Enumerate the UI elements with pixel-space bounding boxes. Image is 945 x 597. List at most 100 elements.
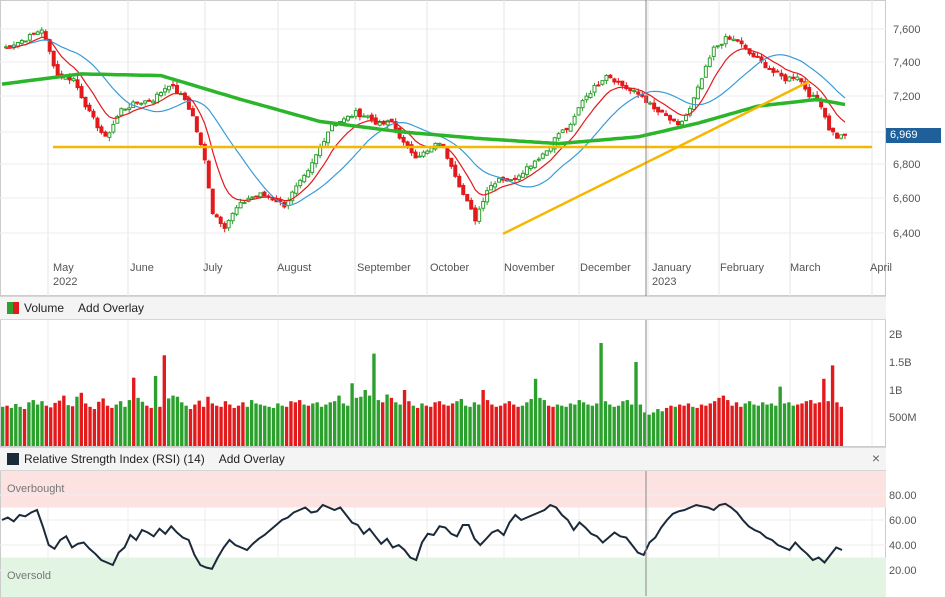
candle-body (310, 162, 315, 173)
month-label: June (130, 262, 154, 274)
candle-body (584, 95, 589, 101)
candle-body (592, 85, 597, 93)
candle-body (39, 29, 44, 34)
candle-body (326, 131, 331, 144)
volume-legend-swatch (7, 302, 19, 314)
volume-bar (490, 404, 494, 446)
volume-bar (520, 405, 525, 446)
candle-body (453, 164, 458, 177)
volume-bar (105, 405, 110, 446)
candle-body (445, 148, 450, 159)
volume-bar (778, 386, 782, 446)
candle-body (843, 133, 847, 136)
volume-bar (97, 401, 101, 446)
year-label: 2022 (53, 276, 77, 288)
volume-tick-label: 500M (889, 412, 917, 424)
volume-bar (468, 406, 472, 446)
volume-bar (354, 397, 359, 446)
candle-body (389, 118, 394, 122)
volume-bar (324, 404, 328, 446)
candle-body (262, 191, 267, 197)
candle-body (544, 150, 549, 156)
volume-bar (114, 404, 118, 446)
volume-bar (1, 406, 5, 446)
candle-body (687, 108, 692, 116)
candle-body (437, 142, 442, 145)
volume-bar (830, 365, 835, 446)
volume-bar (599, 342, 603, 446)
candle-body (23, 40, 28, 43)
volume-bar (446, 405, 450, 446)
candle-body (683, 114, 688, 121)
volume-bar (188, 409, 193, 446)
volume-bar (70, 406, 75, 446)
volume-bar (577, 400, 581, 446)
rsi-panel: 80.00 60.00 40.00 20.00 (0, 469, 917, 597)
candle-body (723, 36, 728, 45)
volume-bar (376, 400, 381, 446)
volume-bar (603, 401, 608, 446)
volume-bar (494, 406, 498, 446)
candle-body (51, 50, 56, 67)
overbought-label: Overbought (7, 483, 65, 495)
candle-body (139, 102, 144, 105)
candle-body (226, 220, 231, 229)
month-label: January (652, 262, 692, 274)
volume-bar (660, 411, 664, 446)
volume-bar (564, 406, 568, 446)
candle-body (210, 188, 215, 214)
volume-bar (498, 405, 503, 446)
candle-body (771, 68, 776, 73)
volume-bar (839, 406, 843, 446)
rsi-close-icon[interactable]: × (871, 450, 880, 466)
volume-bar (437, 401, 442, 446)
volume-bar (686, 403, 691, 446)
volume-bar (411, 405, 415, 446)
price-tick-label: 6,400 (893, 228, 921, 240)
candle-body (695, 86, 700, 100)
volume-bar (184, 405, 188, 446)
volume-bar (472, 402, 477, 446)
candle-body (349, 115, 354, 119)
month-label: May (53, 262, 74, 274)
volume-bar (800, 403, 804, 446)
candle-body (222, 223, 227, 229)
volume-bar (306, 405, 311, 446)
candle-body (115, 116, 120, 124)
volume-bar (638, 404, 643, 446)
volume-bar (49, 407, 53, 446)
volume-bar (625, 400, 629, 446)
candle-body (167, 85, 172, 91)
candle-body (477, 208, 482, 222)
candle-body (357, 108, 362, 118)
candle-body (576, 107, 581, 116)
volume-bar (27, 402, 31, 446)
volume-bar (555, 404, 560, 446)
candle-body (230, 212, 235, 222)
volume-bar (538, 397, 542, 446)
volume-bar (62, 395, 66, 446)
volume-bar (88, 406, 92, 446)
candle-body (831, 127, 836, 133)
volume-bar (529, 398, 533, 446)
candle-body (560, 129, 565, 133)
volume-bar (5, 405, 9, 446)
volume-bar (245, 406, 249, 446)
volume-bar (118, 401, 123, 446)
volume-bar (350, 383, 354, 446)
candle-body (147, 99, 152, 102)
candle-body (512, 177, 517, 180)
volume-bar (394, 402, 398, 446)
candle-body (656, 106, 661, 113)
candle-body (779, 72, 784, 77)
volume-bar (140, 401, 145, 446)
volume-add-overlay-button[interactable]: Add Overlay (78, 301, 145, 315)
candle-body (135, 101, 140, 104)
candle-body (254, 195, 259, 198)
candle-body (242, 201, 247, 204)
candle-body (27, 34, 32, 41)
candle-body (151, 100, 156, 104)
candle-body (421, 151, 426, 157)
candle-body (787, 76, 792, 82)
rsi-add-overlay-button[interactable]: Add Overlay (218, 452, 285, 466)
